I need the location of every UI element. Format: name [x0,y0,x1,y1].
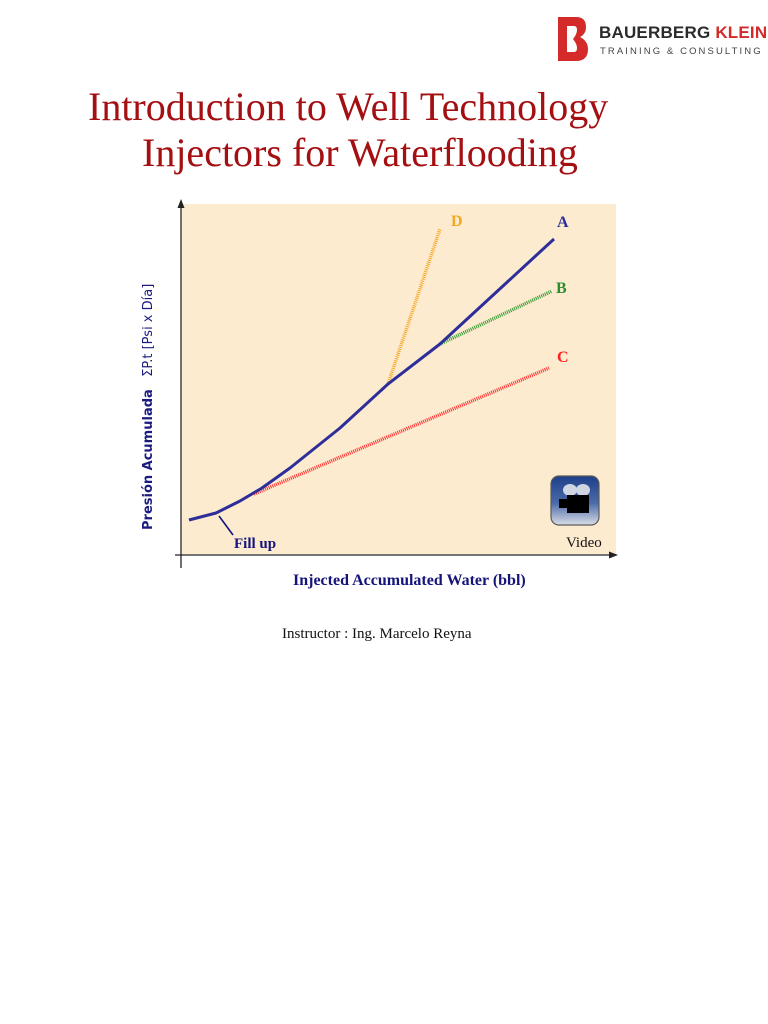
hall-plot-chart [175,199,618,568]
x-axis-arrow-icon [609,551,618,559]
brand-mark-icon [558,17,588,61]
series-b-line [439,289,553,346]
slide-title: Introduction to Well Technology Injector… [88,84,608,176]
y-axis-arrow-icon [177,199,185,208]
brand-tagline: TRAINING & CONSULTING [600,46,763,57]
title-line-2: Injectors for Waterflooding [142,130,578,175]
video-button[interactable] [550,475,600,526]
series-label-b: B [556,280,567,297]
series-label-c: C [557,349,569,366]
plot-area [182,204,616,554]
y-axis-label-main: Presión Acumulada [141,389,156,530]
series-d-line [386,228,442,385]
series-label-a: A [557,214,569,231]
instructor-text: Instructor : Ing. Marcelo Reyna [282,626,472,642]
brand-name-part2: KLEIN [715,23,768,42]
brand-name: BAUERBERG KLEIN [599,23,767,43]
y-axis-label: Presión Acumulada ΣP.t [Psi x Día] [141,284,156,530]
fillup-annotation: Fill up [234,536,277,552]
title-line-1: Introduction to Well Technology [88,84,609,129]
series-c-line [253,366,550,496]
video-camera-icon [550,475,600,526]
series-a-line [188,237,556,522]
video-label[interactable]: Video [566,535,602,551]
brand-name-part1: BAUERBERG [599,23,711,42]
series-label-d: D [451,213,463,230]
fillup-pointer [218,515,234,536]
y-axis-label-unit: ΣP.t [Psi x Día] [141,283,156,377]
brand-logo: BAUERBERG KLEIN TRAINING & CONSULTING [558,17,768,63]
x-axis-label: Injected Accumulated Water (bbl) [293,572,526,589]
